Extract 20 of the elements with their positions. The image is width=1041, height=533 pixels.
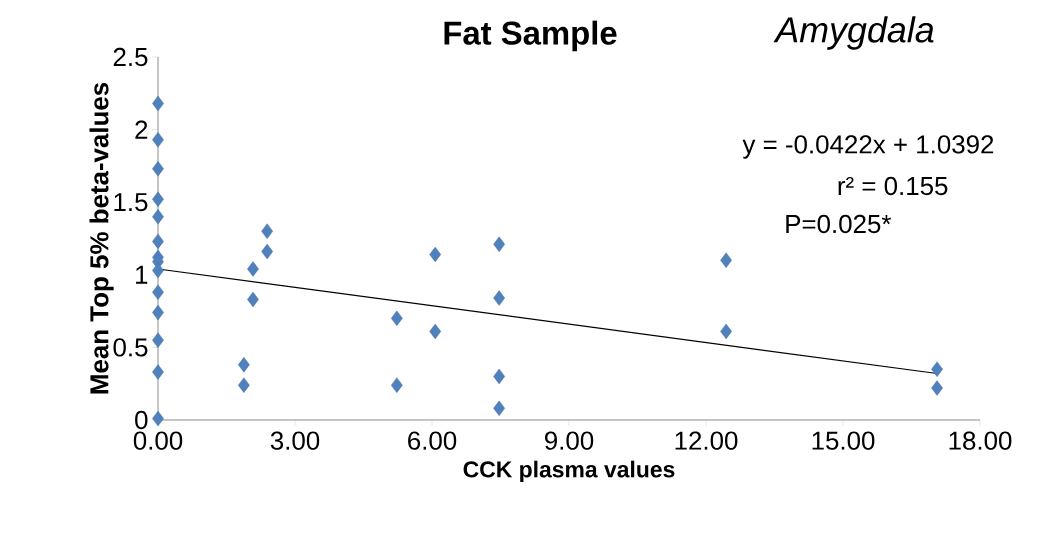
x-axis-title: CCK plasma values [463,460,675,483]
x-tick-label: 9.00 [545,431,594,450]
chart-subtitle: Amygdala [773,16,934,50]
y-tick-label: 0 [135,410,148,430]
annotation: y = -0.0422x + 1.0392 [742,135,994,159]
chart-title: Fat Sample [444,20,617,52]
x-tick-label: 3.00 [270,431,320,450]
x-tick-label: 12.00 [675,431,738,450]
y-tick-label: 2.5 [113,47,148,67]
y-tick-label: 1 [136,265,148,284]
y-axis-title: Mean Top 5% beta-values [89,82,114,394]
x-tick-label: 18.00 [949,431,1012,450]
y-tick-label: 1.5 [114,193,148,212]
annotation: r² = 0.155 [838,176,948,196]
x-tick-label: 6.00 [408,431,457,450]
y-tick-label: 0.5 [113,338,148,357]
x-tick-label: 0.00 [133,431,183,450]
y-tick-label: 2 [135,120,148,139]
x-tick-label: 15.00 [812,431,875,450]
annotation: P=0.025* [786,214,892,234]
